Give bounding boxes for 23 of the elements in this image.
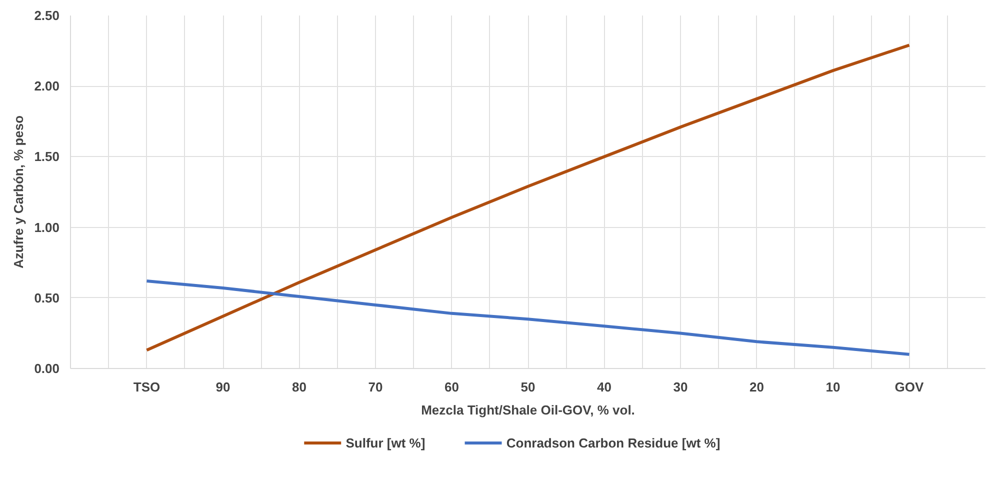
- x-tick-label: 10: [826, 380, 840, 394]
- x-tick-label: TSO: [133, 380, 160, 394]
- x-tick-label: 90: [216, 380, 230, 394]
- line-series: [145, 44, 911, 352]
- x-tick-label: 50: [520, 380, 536, 394]
- line-series: [145, 279, 911, 356]
- x-tick-label: 70: [368, 380, 383, 394]
- legend-label: Sulfur [wt %]: [346, 436, 426, 450]
- x-tick-label: 20: [750, 380, 764, 394]
- y-tick-label: 0.00: [34, 361, 60, 376]
- x-tick-label: 60: [444, 380, 459, 394]
- x-axis-title: Mezcla Tight/Shale Oil-GOV, % vol.: [421, 402, 635, 418]
- y-tick-label: 2.50: [34, 8, 60, 23]
- y-tick-label: 2.00: [34, 78, 60, 94]
- legend-label: Conradson Carbon Residue [wt %]: [506, 436, 720, 450]
- y-tick-label: 0.50: [34, 290, 60, 306]
- x-tick-label: 30: [673, 380, 688, 394]
- x-tick-label: 80: [292, 380, 306, 394]
- x-tick-label: 40: [597, 380, 612, 394]
- y-axis-title: Azufre y Carbón, % peso: [11, 115, 26, 269]
- x-tick-label: GOV: [894, 380, 924, 394]
- y-tick-label: 1.00: [34, 220, 60, 235]
- y-tick-label: 1.50: [34, 149, 60, 164]
